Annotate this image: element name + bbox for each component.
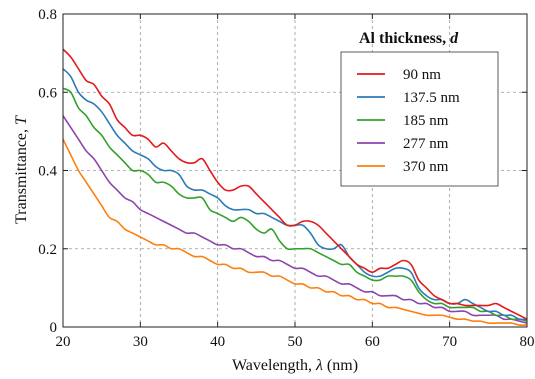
x-tick-label: 50 bbox=[288, 334, 303, 350]
y-tick-label: 0.6 bbox=[38, 85, 57, 101]
y-tick-label: 0 bbox=[50, 320, 58, 336]
legend-label: 90 nm bbox=[403, 67, 441, 83]
y-tick-label: 0.2 bbox=[38, 242, 57, 258]
x-axis-label: Wavelength, λ (nm) bbox=[232, 357, 358, 374]
y-axis-label: Transmittance, T bbox=[13, 115, 30, 224]
x-tick-label: 80 bbox=[520, 334, 535, 350]
legend-label: 370 nm bbox=[403, 159, 449, 175]
x-tick-label: 20 bbox=[56, 334, 71, 350]
x-tick-label: 70 bbox=[442, 334, 457, 350]
legend-label: 277 nm bbox=[403, 136, 449, 152]
legend: Al thickness, d 90 nm 137.5 nm 185 nm 277 n… bbox=[340, 30, 499, 187]
series-line-4 bbox=[62, 138, 528, 326]
legend-label: 185 nm bbox=[403, 113, 449, 129]
series-line-2 bbox=[62, 87, 528, 322]
y-tick-label: 0.8 bbox=[38, 7, 57, 23]
legend-title: Al thickness, d bbox=[359, 30, 459, 47]
x-tick-label: 30 bbox=[133, 334, 148, 350]
x-tick-label: 60 bbox=[365, 334, 380, 350]
series-line-0 bbox=[62, 48, 528, 320]
legend-entries: 90 nm 137.5 nm 185 nm 277 nm 370 nm bbox=[357, 67, 460, 175]
series-line-3 bbox=[62, 115, 528, 324]
data-series bbox=[62, 48, 528, 326]
y-tick-label: 0.4 bbox=[38, 164, 57, 180]
legend-label: 137.5 nm bbox=[403, 90, 460, 106]
x-tick-label: 40 bbox=[210, 334, 225, 350]
axis-ticks: 20 30 40 50 60 70 80 0 0.2 0.4 0.6 0.8 bbox=[38, 7, 534, 350]
